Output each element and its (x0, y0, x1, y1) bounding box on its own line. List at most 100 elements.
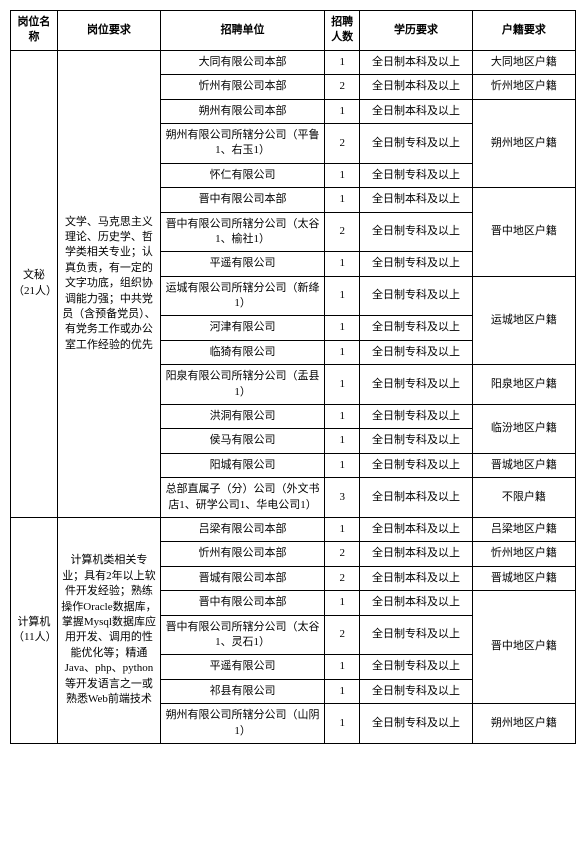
table-header-row: 岗位名称 岗位要求 招聘单位 招聘人数 学历要求 户籍要求 (11, 11, 576, 51)
cell-unit: 晋中有限公司本部 (161, 188, 325, 212)
cell-unit: 平遥有限公司 (161, 252, 325, 276)
cell-hukou: 晋中地区户籍 (472, 188, 575, 277)
cell-edu: 全日制专科及以上 (360, 365, 473, 405)
cell-hukou: 吕梁地区户籍 (472, 517, 575, 541)
header-hukou: 户籍要求 (472, 11, 575, 51)
recruitment-table: 岗位名称 岗位要求 招聘单位 招聘人数 学历要求 户籍要求 文秘（21人）文学、… (10, 10, 576, 744)
cell-unit: 大同有限公司本部 (161, 50, 325, 74)
cell-post: 文秘（21人） (11, 50, 58, 517)
cell-num: 1 (325, 429, 360, 453)
cell-edu: 全日制本科及以上 (360, 591, 473, 615)
cell-unit: 总部直属子（分）公司（外文书店1、研学公司1、华电公司1） (161, 478, 325, 518)
cell-num: 2 (325, 212, 360, 252)
cell-unit: 朔州有限公司所辖分公司（山阴1） (161, 704, 325, 744)
cell-edu: 全日制本科及以上 (360, 478, 473, 518)
header-req: 岗位要求 (57, 11, 160, 51)
cell-unit: 怀仁有限公司 (161, 163, 325, 187)
cell-edu: 全日制专科及以上 (360, 163, 473, 187)
cell-unit: 吕梁有限公司本部 (161, 517, 325, 541)
header-post: 岗位名称 (11, 11, 58, 51)
cell-unit: 运城有限公司所辖分公司（新绛1） (161, 276, 325, 316)
cell-edu: 全日制专科及以上 (360, 276, 473, 316)
cell-num: 1 (325, 99, 360, 123)
cell-num: 1 (325, 591, 360, 615)
cell-unit: 晋中有限公司本部 (161, 591, 325, 615)
cell-num: 1 (325, 517, 360, 541)
cell-num: 2 (325, 542, 360, 566)
cell-edu: 全日制专科及以上 (360, 615, 473, 655)
table-body: 文秘（21人）文学、马克思主义理论、历史学、哲学类相关专业；认真负责，有一定的文… (11, 50, 576, 743)
cell-num: 1 (325, 655, 360, 679)
table-row: 文秘（21人）文学、马克思主义理论、历史学、哲学类相关专业；认真负责，有一定的文… (11, 50, 576, 74)
cell-num: 1 (325, 316, 360, 340)
cell-unit: 忻州有限公司本部 (161, 75, 325, 99)
cell-num: 1 (325, 453, 360, 477)
cell-num: 3 (325, 478, 360, 518)
cell-edu: 全日制本科及以上 (360, 99, 473, 123)
cell-edu: 全日制专科及以上 (360, 453, 473, 477)
cell-num: 1 (325, 405, 360, 429)
cell-edu: 全日制专科及以上 (360, 123, 473, 163)
cell-edu: 全日制专科及以上 (360, 252, 473, 276)
cell-num: 1 (325, 50, 360, 74)
cell-unit: 朔州有限公司本部 (161, 99, 325, 123)
cell-num: 1 (325, 679, 360, 703)
cell-unit: 阳泉有限公司所辖分公司（盂县1） (161, 365, 325, 405)
header-unit: 招聘单位 (161, 11, 325, 51)
cell-req: 文学、马克思主义理论、历史学、哲学类相关专业；认真负责，有一定的文字功底，组织协… (57, 50, 160, 517)
header-num: 招聘人数 (325, 11, 360, 51)
cell-num: 1 (325, 704, 360, 744)
cell-edu: 全日制专科及以上 (360, 316, 473, 340)
cell-unit: 临猗有限公司 (161, 340, 325, 364)
cell-num: 2 (325, 566, 360, 590)
cell-unit: 祁县有限公司 (161, 679, 325, 703)
cell-num: 1 (325, 365, 360, 405)
cell-num: 1 (325, 276, 360, 316)
cell-hukou: 朔州地区户籍 (472, 704, 575, 744)
cell-hukou: 阳泉地区户籍 (472, 365, 575, 405)
cell-edu: 全日制专科及以上 (360, 429, 473, 453)
cell-post: 计算机（11人） (11, 517, 58, 743)
cell-edu: 全日制本科及以上 (360, 50, 473, 74)
cell-num: 1 (325, 188, 360, 212)
cell-unit: 阳城有限公司 (161, 453, 325, 477)
cell-unit: 晋中有限公司所辖分公司（太谷1、榆社1） (161, 212, 325, 252)
header-edu: 学历要求 (360, 11, 473, 51)
cell-hukou: 忻州地区户籍 (472, 75, 575, 99)
cell-hukou: 大同地区户籍 (472, 50, 575, 74)
cell-num: 1 (325, 340, 360, 364)
cell-hukou: 晋城地区户籍 (472, 566, 575, 590)
cell-unit: 忻州有限公司本部 (161, 542, 325, 566)
cell-hukou: 晋城地区户籍 (472, 453, 575, 477)
cell-edu: 全日制专科及以上 (360, 679, 473, 703)
cell-unit: 晋中有限公司所辖分公司（太谷1、灵石1） (161, 615, 325, 655)
cell-num: 1 (325, 252, 360, 276)
cell-hukou: 忻州地区户籍 (472, 542, 575, 566)
cell-unit: 洪洞有限公司 (161, 405, 325, 429)
cell-unit: 侯马有限公司 (161, 429, 325, 453)
cell-edu: 全日制专科及以上 (360, 655, 473, 679)
cell-hukou: 不限户籍 (472, 478, 575, 518)
cell-unit: 河津有限公司 (161, 316, 325, 340)
cell-hukou: 朔州地区户籍 (472, 99, 575, 188)
cell-hukou: 临汾地区户籍 (472, 405, 575, 454)
cell-edu: 全日制专科及以上 (360, 405, 473, 429)
cell-num: 2 (325, 615, 360, 655)
cell-edu: 全日制本科及以上 (360, 517, 473, 541)
cell-edu: 全日制专科及以上 (360, 212, 473, 252)
cell-num: 2 (325, 75, 360, 99)
cell-edu: 全日制本科及以上 (360, 566, 473, 590)
cell-edu: 全日制本科及以上 (360, 75, 473, 99)
cell-edu: 全日制专科及以上 (360, 704, 473, 744)
cell-num: 1 (325, 163, 360, 187)
table-row: 计算机（11人）计算机类相关专业；具有2年以上软件开发经验；熟练操作Oracle… (11, 517, 576, 541)
cell-hukou: 晋中地区户籍 (472, 591, 575, 704)
cell-num: 2 (325, 123, 360, 163)
cell-req: 计算机类相关专业；具有2年以上软件开发经验；熟练操作Oracle数据库，掌握My… (57, 517, 160, 743)
cell-unit: 朔州有限公司所辖分公司（平鲁1、右玉1） (161, 123, 325, 163)
cell-unit: 晋城有限公司本部 (161, 566, 325, 590)
cell-unit: 平遥有限公司 (161, 655, 325, 679)
cell-edu: 全日制本科及以上 (360, 542, 473, 566)
cell-edu: 全日制专科及以上 (360, 340, 473, 364)
cell-hukou: 运城地区户籍 (472, 276, 575, 365)
